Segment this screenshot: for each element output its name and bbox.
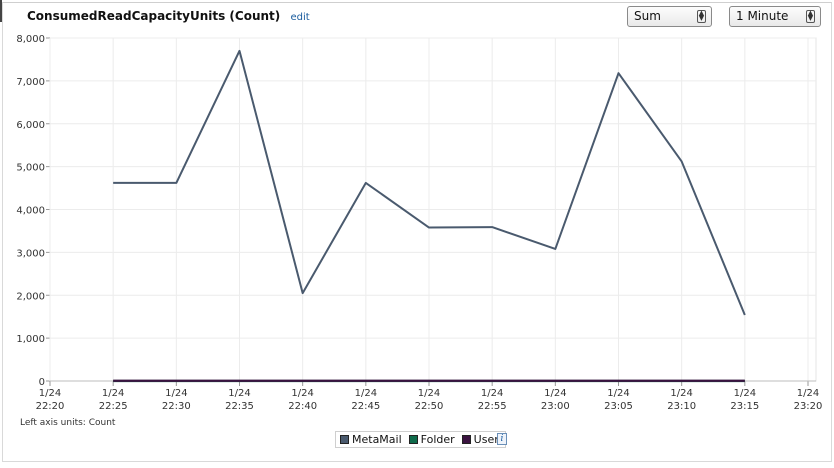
left-divider	[0, 0, 2, 22]
legend-swatch	[461, 435, 471, 444]
legend-label: User	[473, 433, 499, 446]
updown-chevron-icon: ▲ ▼	[806, 9, 815, 23]
statistic-select-value: Sum	[634, 9, 661, 23]
updown-chevron-icon: ▲ ▼	[697, 9, 706, 23]
statistic-select[interactable]: Sum ▲ ▼	[627, 6, 712, 27]
widget-title: ConsumedReadCapacityUnits (Count) edit	[27, 9, 310, 23]
period-select[interactable]: 1 Minute ▲ ▼	[729, 6, 821, 27]
legend-item-folder[interactable]: Folder	[408, 433, 455, 446]
legend-swatch	[408, 435, 418, 444]
chart-legend: MetaMail Folder User	[335, 431, 506, 448]
period-select-value: 1 Minute	[736, 9, 789, 23]
legend-label: MetaMail	[352, 433, 402, 446]
legend-label: Folder	[420, 433, 455, 446]
legend-item-metamail[interactable]: MetaMail	[340, 433, 402, 446]
axis-units-note: Left axis units: Count	[20, 418, 116, 428]
chart-title: ConsumedReadCapacityUnits (Count)	[27, 9, 281, 23]
legend-swatch	[340, 435, 349, 444]
legend-item-user[interactable]: User	[461, 433, 499, 446]
metric-widget	[2, 2, 832, 462]
info-icon[interactable]: i	[497, 433, 507, 445]
edit-link[interactable]: edit	[290, 12, 310, 23]
